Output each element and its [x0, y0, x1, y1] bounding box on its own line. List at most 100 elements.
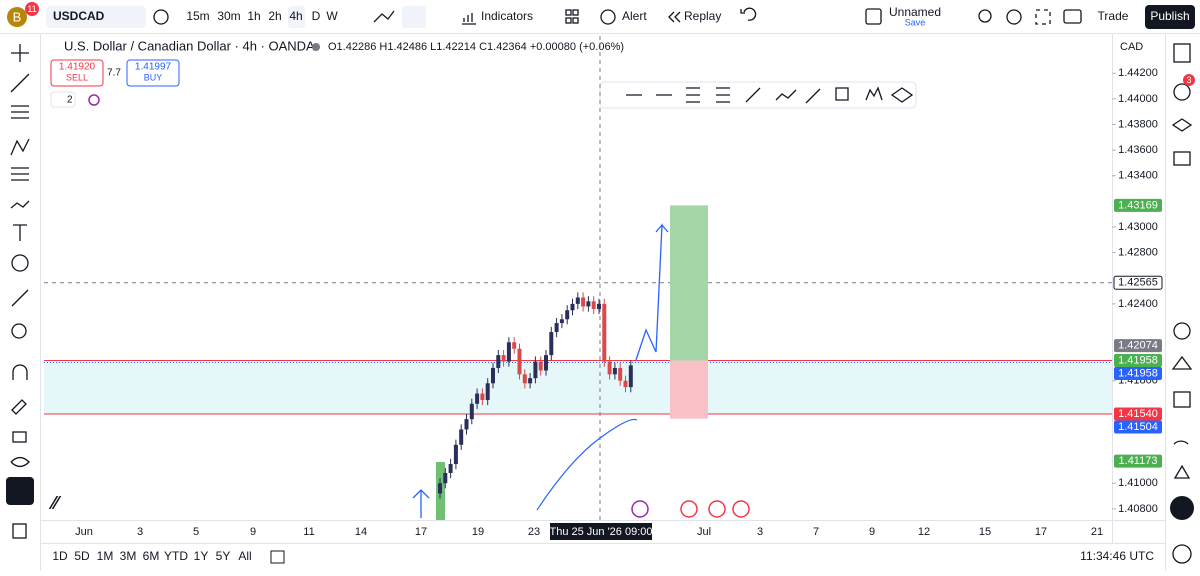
- tool-icon[interactable]: [11, 323, 27, 339]
- x-tick-label: 3: [137, 526, 143, 538]
- zone-band: [44, 360, 1112, 415]
- buy-button[interactable]: [126, 59, 180, 87]
- tool-icon[interactable]: [13, 224, 27, 241]
- tool-icon[interactable]: [11, 289, 29, 307]
- templates-icon[interactable]: [572, 17, 579, 24]
- alert-icon[interactable]: [600, 9, 616, 25]
- range-button[interactable]: 6M: [143, 549, 160, 563]
- calendar-icon[interactable]: [270, 550, 285, 564]
- side-icon[interactable]: [1171, 355, 1193, 370]
- search-icon[interactable]: [978, 9, 992, 23]
- add-icon[interactable]: [153, 9, 169, 25]
- tool-icon[interactable]: [11, 44, 29, 62]
- tool-icon[interactable]: [10, 138, 30, 156]
- sell-button[interactable]: [50, 59, 104, 87]
- indicator-count: 2: [67, 95, 73, 106]
- publish-button[interactable]: [1145, 5, 1195, 29]
- drawing-tools[interactable]: [626, 86, 914, 104]
- event-icon[interactable]: [732, 500, 750, 518]
- layout-icon[interactable]: [865, 8, 882, 25]
- tool-icon[interactable]: [12, 364, 28, 380]
- price-label: 1.41504: [1118, 421, 1158, 433]
- candle-icon[interactable]: [402, 6, 426, 28]
- chart-style-icon[interactable]: [373, 10, 395, 23]
- x-tick-label: 11: [303, 526, 314, 538]
- tool-icon[interactable]: [12, 523, 27, 539]
- avatar[interactable]: [7, 7, 27, 27]
- undo-icon[interactable]: [740, 7, 757, 21]
- x-tick-label: 3: [757, 526, 763, 538]
- range-button[interactable]: 5Y: [216, 549, 231, 563]
- price-label: 1.41958: [1118, 367, 1158, 379]
- event-icon[interactable]: [680, 500, 698, 518]
- event-icon[interactable]: [708, 500, 726, 518]
- tool-icon[interactable]: [10, 456, 30, 468]
- side-icon[interactable]: [1173, 464, 1191, 479]
- tool-icon[interactable]: [11, 254, 29, 272]
- event-icon[interactable]: [631, 500, 649, 518]
- templates-icon[interactable]: [565, 9, 572, 16]
- timeframe[interactable]: 2h: [268, 9, 281, 23]
- timeframe[interactable]: W: [326, 9, 338, 23]
- tool-icon[interactable]: [12, 431, 27, 443]
- side-icon[interactable]: [1173, 440, 1189, 445]
- side-icon[interactable]: [1172, 544, 1192, 564]
- save[interactable]: Save: [905, 17, 926, 27]
- candle-body: [469, 403, 474, 420]
- side-icon[interactable]: [1173, 322, 1191, 340]
- tool-icon[interactable]: [11, 399, 27, 415]
- fullscreen-icon[interactable]: [1035, 9, 1051, 25]
- tool-icon[interactable]: [11, 105, 29, 119]
- timeframe[interactable]: D: [312, 9, 321, 23]
- indicators[interactable]: Indicators: [481, 9, 533, 23]
- range-button[interactable]: 1D: [52, 549, 68, 563]
- timeframe[interactable]: 30m: [217, 9, 240, 23]
- layout-name[interactable]: Unnamed: [889, 5, 941, 19]
- indicators-icon[interactable]: [462, 13, 476, 25]
- collapse-button[interactable]: [50, 91, 76, 108]
- candle-body: [443, 472, 448, 484]
- timeframe[interactable]: 4h: [289, 9, 302, 23]
- currency[interactable]: CAD: [1120, 41, 1143, 53]
- symbol-box[interactable]: [46, 6, 146, 28]
- trade[interactable]: Trade: [1098, 9, 1129, 23]
- candle-body: [475, 393, 480, 404]
- replay[interactable]: Replay: [684, 9, 721, 23]
- side-icon[interactable]: [1173, 83, 1191, 101]
- range-button[interactable]: YTD: [164, 549, 188, 563]
- settings-icon[interactable]: [1006, 9, 1022, 25]
- side-icon[interactable]: [1170, 496, 1194, 520]
- tool-icon[interactable]: [10, 73, 30, 93]
- candle-body: [612, 367, 617, 375]
- side-icon[interactable]: [1171, 118, 1193, 132]
- timeframe[interactable]: 15m: [186, 9, 209, 23]
- range-button[interactable]: 1M: [97, 549, 114, 563]
- snapshot-icon[interactable]: [1063, 9, 1082, 24]
- tool-active[interactable]: [6, 477, 34, 505]
- projection: [635, 223, 669, 361]
- candle-body: [506, 342, 511, 362]
- price-label-bg: [1113, 275, 1163, 290]
- range-button[interactable]: All: [238, 549, 251, 563]
- range-button[interactable]: 5D: [74, 549, 90, 563]
- range-button[interactable]: 3M: [120, 549, 137, 563]
- side-icon[interactable]: [1173, 43, 1191, 63]
- tool-icon[interactable]: [11, 167, 29, 181]
- timeframe[interactable]: 1h: [247, 9, 260, 23]
- candle-body: [517, 348, 522, 375]
- ohlc: O1.42286 H1.42486 L1.42214 C1.42364 +0.0…: [328, 41, 624, 53]
- publish[interactable]: Publish: [1150, 9, 1189, 23]
- x-tick-label: 14: [355, 526, 367, 538]
- templates-icon[interactable]: [572, 9, 579, 16]
- alert[interactable]: Alert: [622, 9, 647, 23]
- range-button[interactable]: 1Y: [194, 549, 209, 563]
- price-label-bg: [1114, 454, 1162, 468]
- replay-icon[interactable]: [668, 11, 681, 23]
- side-icon[interactable]: [1173, 151, 1191, 166]
- y-tick-label: 1.44000: [1118, 93, 1158, 105]
- instrument-title: U.S. Dollar / Canadian Dollar · 4h · OAN…: [64, 38, 315, 53]
- templates-icon[interactable]: [565, 17, 572, 24]
- tool-icon[interactable]: [10, 200, 30, 209]
- side-icon[interactable]: [1173, 391, 1191, 408]
- indicator-icon[interactable]: [88, 94, 100, 106]
